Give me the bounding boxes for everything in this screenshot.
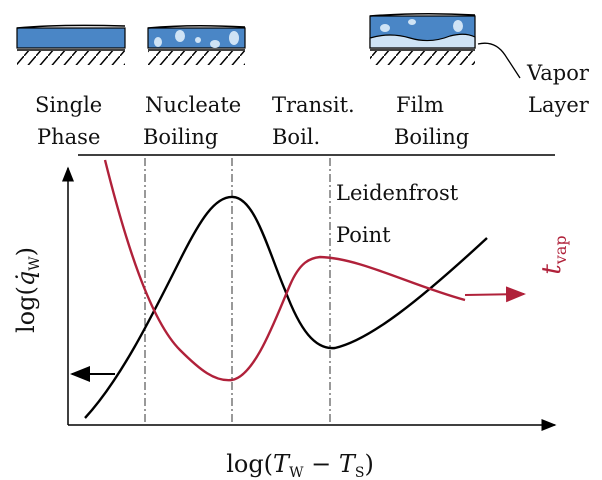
regime-label: Phase — [37, 125, 100, 149]
pictograms — [17, 14, 520, 78]
annotation: Point — [336, 223, 391, 247]
label-part: t — [537, 264, 567, 275]
label-part: W — [289, 465, 304, 480]
vapor-label: Vapor — [526, 61, 590, 85]
x-axis-label: log(TW − TS) — [226, 450, 374, 480]
label-part: log( — [226, 450, 273, 478]
regime-label: Boil. — [272, 125, 320, 149]
label-part: vap — [551, 235, 570, 265]
label-part: log( — [12, 286, 40, 333]
regime-label: Film — [396, 93, 444, 117]
label-part: S — [355, 465, 365, 480]
label-part: − — [303, 450, 338, 478]
y2-axis-label: tvap — [537, 235, 570, 274]
label-part: q̇ — [12, 271, 40, 286]
regime-label: Transit. — [272, 93, 355, 117]
vapor-label: Layer — [528, 93, 590, 117]
y-axis-label: log(q̇W) — [12, 247, 43, 333]
y2-arrow — [465, 294, 524, 295]
label-part: W — [27, 256, 43, 271]
label-part: ) — [12, 247, 40, 256]
regime-label: Nucleate — [145, 93, 241, 117]
label-part: ) — [364, 450, 373, 478]
regime-label: Boiling — [394, 125, 469, 149]
regime-label: Boiling — [143, 125, 218, 149]
annotation: Leidenfrost — [336, 181, 459, 205]
regime-label: Single — [35, 93, 102, 117]
boiling-diagram: Single Phase Nucleate Boiling Transit. B… — [0, 0, 602, 480]
